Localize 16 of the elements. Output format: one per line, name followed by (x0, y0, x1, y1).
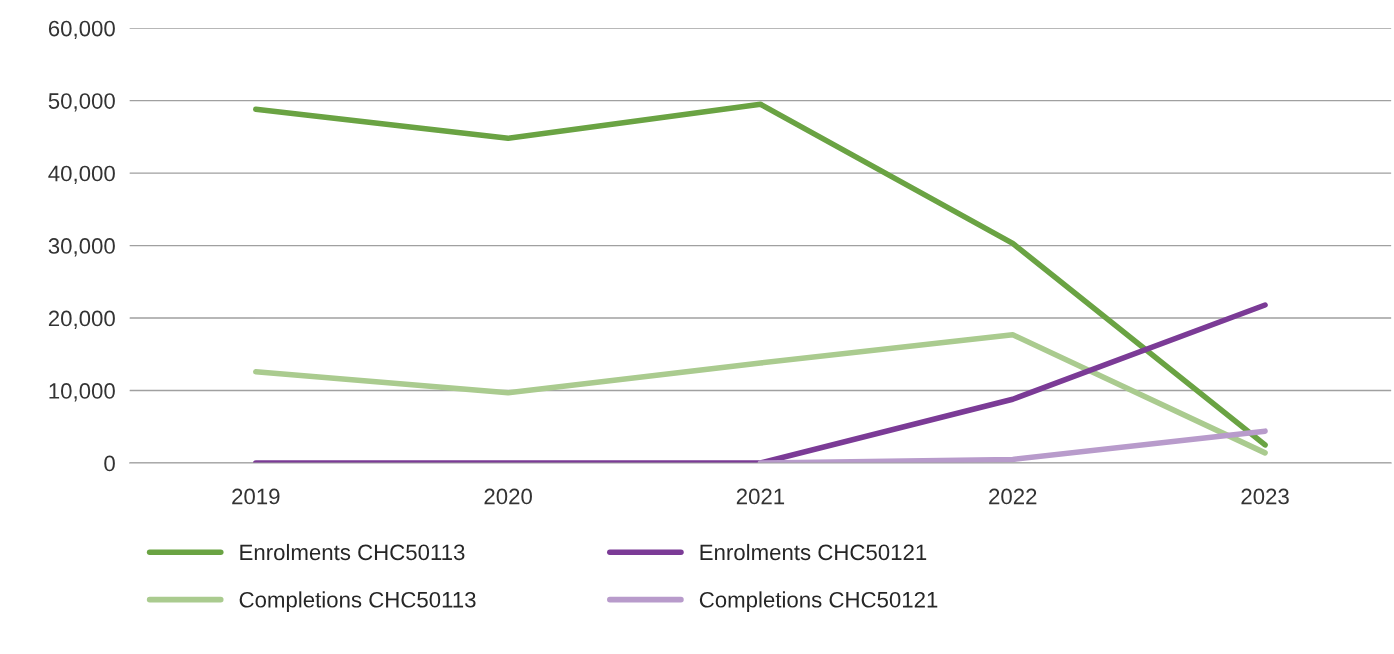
y-tick-label: 20,000 (48, 310, 115, 329)
y-tick-label: 50,000 (48, 93, 115, 112)
legend-label: Enrolments CHC50113 (240, 543, 465, 561)
y-tick-label: 60,000 (48, 20, 115, 40)
y-tick-label: 30,000 (48, 238, 115, 257)
x-tick-label: 2020 (484, 488, 532, 505)
y-tick-label: 0 (104, 455, 115, 472)
y-tick-label: 40,000 (48, 165, 115, 184)
y-tick-label: 10,000 (49, 383, 115, 402)
x-tick-label: 2021 (736, 488, 785, 505)
x-tick-label: 2019 (232, 488, 280, 505)
legend-label: Enrolments CHC50121 (700, 543, 927, 561)
legend-label: Completions CHC50113 (239, 591, 476, 613)
x-tick-label: 2022 (989, 488, 1037, 505)
legend-label: Completions CHC50121 (699, 591, 938, 613)
x-tick-label: 2023 (1241, 488, 1289, 505)
